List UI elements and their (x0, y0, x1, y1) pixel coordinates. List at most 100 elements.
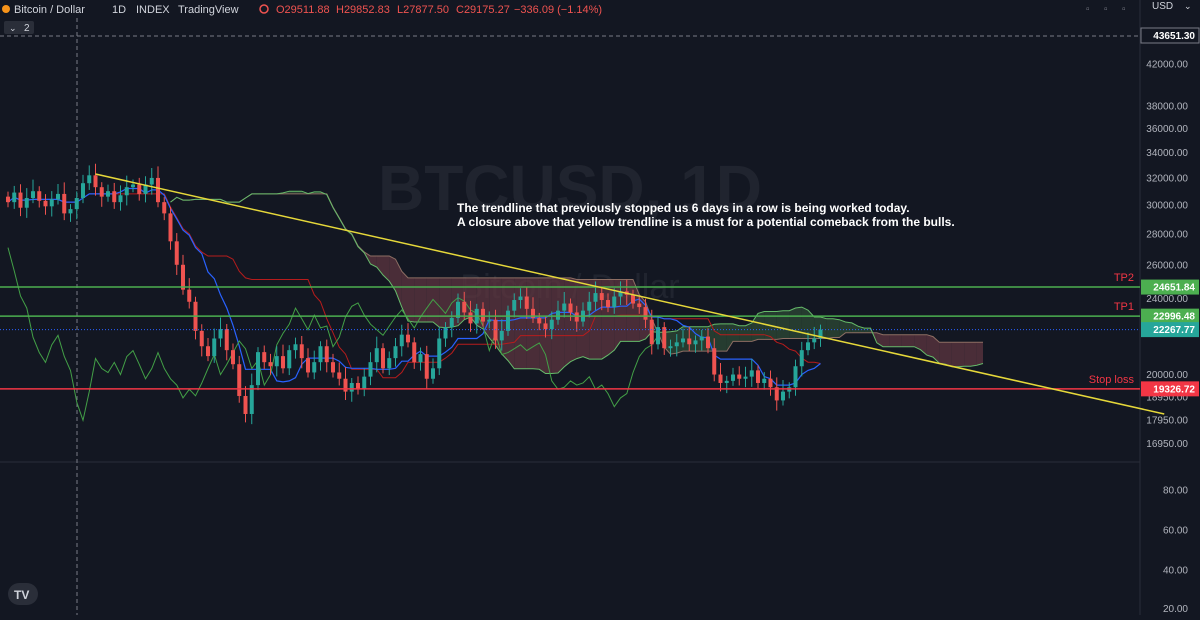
candle (262, 345, 267, 369)
candle-body (62, 193, 67, 214)
candle (562, 291, 567, 318)
candle (462, 291, 467, 320)
candle-body (437, 338, 442, 369)
candle (293, 337, 298, 359)
price-axis[interactable]: 42000.00 38000.00 36000.00 34000.00 32000.00… (1146, 60, 1188, 451)
cloud-segment (714, 323, 721, 352)
candle (43, 194, 48, 215)
stop-loss-label: Stop loss (1089, 374, 1135, 386)
candle (37, 186, 42, 208)
candle (756, 365, 760, 389)
candle-body (631, 294, 635, 304)
price-axis-tick: 28000.00 (1146, 229, 1188, 240)
annotation-line-1[interactable]: The trendline that previously stopped us… (457, 201, 910, 215)
candle-body (568, 303, 573, 313)
svg-text:22267.77: 22267.77 (1153, 325, 1195, 336)
indicator-axis[interactable]: 80.00 60.00 40.00 20.00 (1163, 486, 1188, 616)
candle-body (56, 193, 60, 200)
candle (362, 368, 367, 397)
candle (487, 311, 492, 329)
candle (331, 353, 335, 378)
cloud-segment (895, 334, 902, 347)
candle-body (43, 200, 48, 207)
candle-body (93, 175, 98, 188)
cloud-segment (776, 310, 783, 340)
tp1-price-tag: 22996.48 (1141, 308, 1199, 324)
cloud-segment (583, 279, 590, 360)
cloud-segment (601, 279, 608, 360)
candle (206, 337, 210, 362)
price-axis-tick: 20000.00 (1146, 370, 1188, 381)
currency-chevron-icon[interactable]: ⌄ (1184, 1, 1192, 11)
cloud-segment (964, 342, 971, 367)
candle-body (156, 177, 160, 203)
candle (524, 286, 529, 320)
cloud-segment (295, 191, 302, 194)
candle-body (643, 307, 648, 320)
price-axis-tick: 30000.00 (1146, 200, 1188, 211)
tp2-label: TP2 (1114, 272, 1134, 284)
candle (574, 305, 579, 332)
candle-body (762, 378, 767, 383)
svg-text:43651.30: 43651.30 (1153, 31, 1195, 42)
candle (793, 359, 798, 396)
candle (181, 254, 185, 295)
fullscreen-icon[interactable]: ▫ (1104, 4, 1108, 15)
candle-body (599, 293, 604, 301)
candle-body (137, 184, 142, 194)
candle (18, 184, 23, 217)
screenshot-icon[interactable]: ▫ (1086, 4, 1090, 15)
candle (812, 326, 817, 350)
candle-body (356, 382, 360, 390)
candle-body (756, 370, 760, 383)
candle (324, 339, 329, 373)
cloud-segment (826, 318, 833, 339)
candle-body (87, 175, 92, 184)
annotation-line-2[interactable]: A closure above that yellow trendline is… (457, 215, 955, 229)
candle-body (118, 195, 123, 203)
interval-label[interactable]: 1D (112, 4, 126, 16)
candle (737, 366, 742, 386)
candle-body (431, 368, 435, 379)
candle-body (674, 342, 679, 347)
chart-header[interactable]: Bitcoin / Dollar 1D INDEX TradingView O2… (2, 1, 1192, 34)
candle (724, 375, 729, 394)
candle-body (481, 308, 485, 322)
price-axis-tick: 34000.00 (1146, 148, 1188, 159)
candle (218, 317, 223, 347)
candle (643, 298, 648, 329)
candle (224, 324, 229, 361)
candle (93, 163, 98, 196)
candle (443, 322, 448, 347)
candle (368, 352, 373, 386)
cloud-segment (539, 277, 546, 374)
symbol-name[interactable]: Bitcoin / Dollar (14, 4, 85, 16)
settings-icon[interactable]: ▫ (1122, 4, 1126, 15)
candle-body (799, 350, 804, 367)
candle (112, 182, 117, 209)
cloud-segment (976, 342, 983, 366)
tradingview-logo: TV (8, 583, 38, 605)
indicators-toggle[interactable]: ⌄ 2 (4, 21, 34, 34)
candle-body (649, 319, 654, 345)
candle-body (6, 196, 10, 203)
cloud-segment (676, 326, 683, 354)
candle (287, 345, 292, 376)
candle-body (687, 338, 692, 345)
cloud-segment (564, 277, 571, 367)
yellow-trendline[interactable] (95, 173, 1165, 415)
candle (99, 182, 104, 207)
candle-body (199, 330, 204, 347)
cloud-segment (414, 277, 421, 323)
cloud-segment (551, 277, 558, 374)
cloud-segment (439, 277, 446, 328)
price-axis-tick: 36000.00 (1146, 124, 1188, 135)
cloud-segment (833, 318, 840, 338)
candle-body (374, 348, 379, 363)
currency-label[interactable]: USD (1152, 1, 1173, 12)
tp1-label: TP1 (1114, 301, 1134, 313)
candle (587, 291, 592, 318)
cloud-segment (795, 307, 802, 339)
